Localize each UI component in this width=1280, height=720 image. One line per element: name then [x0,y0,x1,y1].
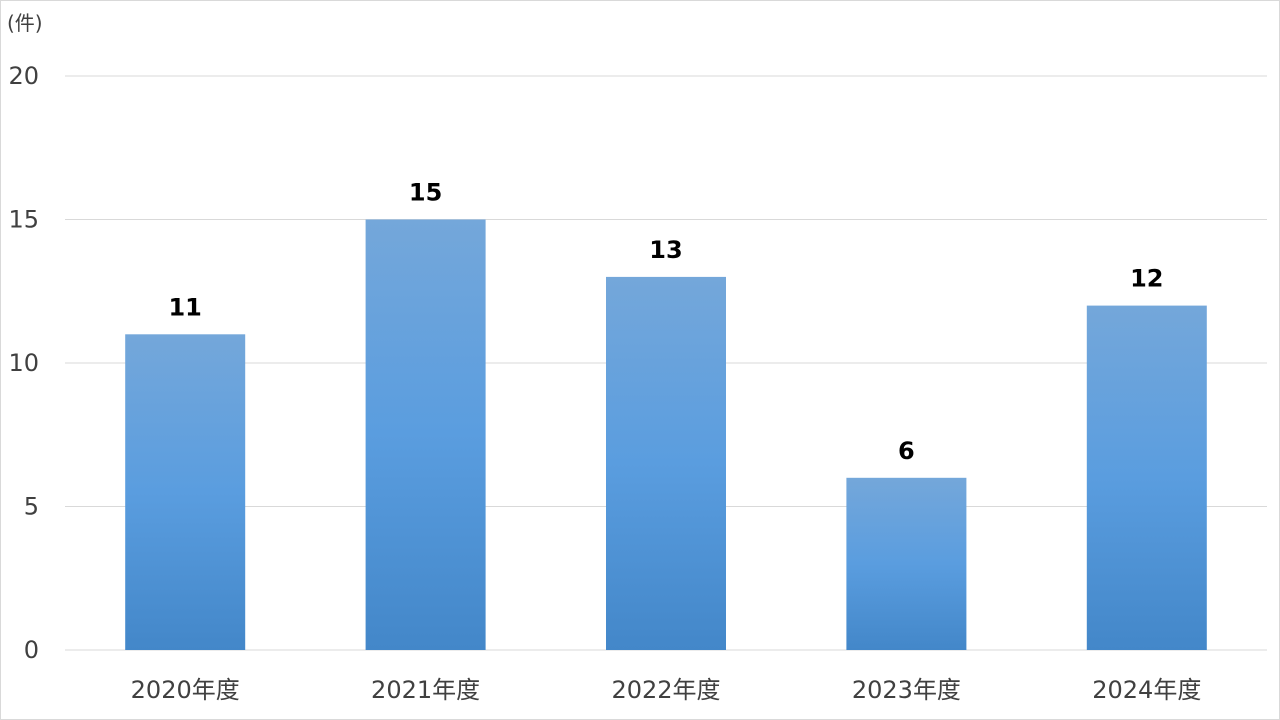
category-label-2: 2022年度 [611,676,720,704]
x-axis-categories: 2020年度 2021年度 2022年度 2023年度 2024年度 [131,676,1202,704]
y-tick-label: 0 [24,636,39,664]
bar-0 [125,334,246,650]
y-axis-ticks: 0 5 10 15 20 [8,62,39,664]
bars [125,219,1207,650]
category-label-0: 2020年度 [131,676,240,704]
category-label-3: 2023年度 [852,676,961,704]
bar-2 [606,276,726,650]
y-tick-label: 15 [8,206,39,234]
data-label-3: 6 [898,437,915,465]
data-label-1: 15 [409,179,442,207]
y-axis-unit-label: (件) [7,11,43,35]
bar-3 [846,477,967,650]
category-label-1: 2021年度 [371,676,480,704]
category-label-4: 2024年度 [1092,676,1201,704]
data-label-2: 13 [649,236,682,264]
bar-1 [365,219,486,650]
y-tick-label: 5 [24,493,39,521]
bar-4 [1086,305,1207,650]
data-label-0: 11 [168,293,201,321]
data-labels: 11 15 13 6 12 [168,179,1163,465]
y-tick-label: 10 [8,349,39,377]
y-tick-label: 20 [8,62,39,90]
data-label-4: 12 [1130,265,1163,293]
